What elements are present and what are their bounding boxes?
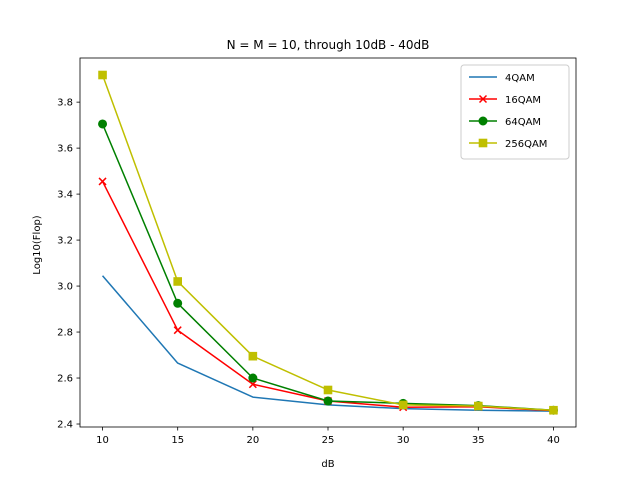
data-point-256qam-30: [398, 400, 408, 410]
plot-area: 10 15 20 25 30 35 40 2.4 2.6 2.8 3.0 3.2 3.4 3.6 3.8: [57, 57, 577, 446]
x-tick-label-30: 30: [397, 435, 410, 446]
x-axis-label: dB: [321, 459, 334, 470]
x-tick-label-10: 10: [96, 435, 109, 446]
x-tick-label-15: 15: [171, 435, 184, 446]
legend-label-256qam: 256QAM: [505, 139, 547, 150]
data-point-256qam-35: [474, 401, 483, 411]
y-tick-label-3.2: 3.2: [57, 236, 73, 247]
chart-title: N = M = 10, through 10dB - 40dB: [227, 38, 430, 52]
y-tick-label-3.6: 3.6: [57, 144, 73, 155]
legend-marker-256qam: [478, 138, 488, 148]
data-point-64qam-25: [323, 396, 333, 406]
x-tick-label-35: 35: [472, 435, 485, 446]
data-point-256qam-20: [248, 351, 258, 361]
data-point-64qam-20: [248, 373, 258, 383]
legend-box: [460, 64, 570, 160]
legend: 4QAM 16QAM 64QAM 256QAM: [460, 64, 570, 160]
data-point-16qam-20-stroke-b: [248, 380, 257, 389]
x-tick-label-25: 25: [322, 435, 335, 446]
y-tick-label-3.8: 3.8: [57, 98, 73, 109]
legend-marker-16qam-stroke-b: [478, 94, 488, 104]
data-point-256qam-10: [98, 70, 107, 80]
legend-marker-64qam: [478, 116, 488, 126]
legend-label-64qam: 64QAM: [505, 117, 541, 128]
data-point-16qam-10-stroke-b: [98, 177, 107, 186]
y-tick-label-2.6: 2.6: [57, 374, 73, 385]
data-point-64qam-10: [98, 119, 108, 129]
legend-label-16qam: 16QAM: [505, 95, 541, 106]
x-tick-label-40: 40: [547, 435, 560, 446]
legend-label-4qam: 4QAM: [505, 73, 535, 84]
data-point-256qam-40: [549, 405, 558, 415]
data-point-16qam-10: [98, 177, 107, 186]
y-axis-label: Log10(Flop): [32, 215, 43, 274]
y-tick-label-2.8: 2.8: [57, 328, 73, 339]
legend-marker-16qam: [478, 94, 488, 104]
data-point-256qam-25: [323, 385, 333, 395]
y-tick-label-2.4: 2.4: [57, 420, 73, 431]
data-point-16qam-15-stroke-b: [173, 326, 182, 335]
data-point-16qam-15: [173, 326, 182, 335]
data-point-64qam-15: [173, 298, 183, 308]
data-point-16qam-20: [248, 380, 257, 389]
x-tick-label-20: 20: [246, 435, 259, 446]
data-point-256qam-15: [173, 277, 182, 286]
y-tick-label-3.4: 3.4: [57, 190, 73, 201]
y-tick-label-3.0: 3.0: [57, 282, 73, 293]
